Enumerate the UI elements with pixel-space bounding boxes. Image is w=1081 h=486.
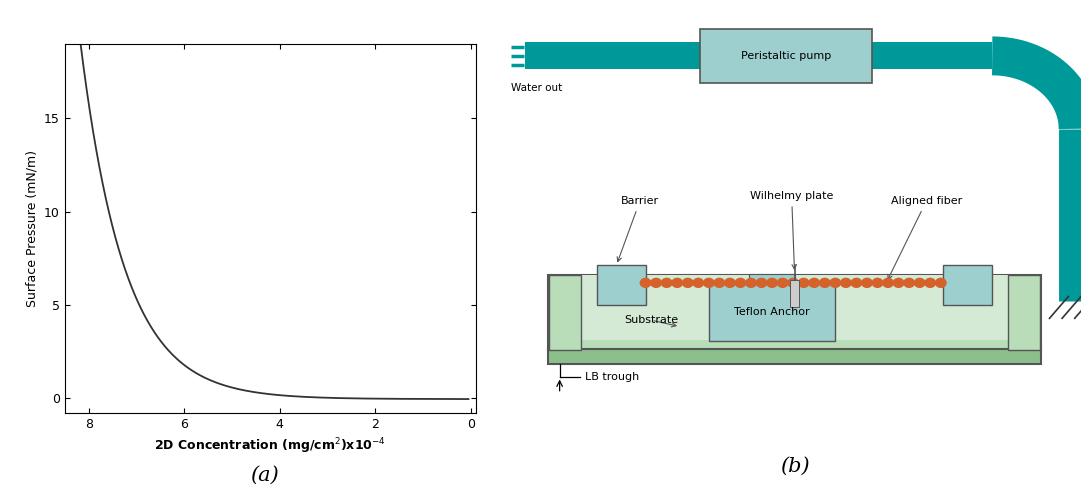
Circle shape — [735, 278, 746, 287]
Circle shape — [662, 278, 672, 287]
Bar — [709, 283, 835, 341]
Circle shape — [682, 278, 693, 287]
Text: (a): (a) — [251, 466, 279, 485]
Text: Wilhelmy plate: Wilhelmy plate — [750, 191, 833, 269]
Text: Teflon Anchor: Teflon Anchor — [734, 307, 810, 317]
Bar — [549, 275, 580, 350]
X-axis label: 2D Concentration (mg/cm$^2$)x10$^{-4}$: 2D Concentration (mg/cm$^2$)x10$^{-4}$ — [155, 436, 386, 456]
Bar — [1009, 275, 1040, 350]
Bar — [790, 280, 799, 307]
Circle shape — [935, 278, 946, 287]
Y-axis label: Surface Pressure (mN/m): Surface Pressure (mN/m) — [26, 150, 39, 307]
Circle shape — [830, 278, 841, 287]
Circle shape — [904, 278, 915, 287]
Circle shape — [746, 278, 757, 287]
Bar — [574, 275, 1015, 340]
Circle shape — [925, 278, 935, 287]
Text: LB trough: LB trough — [586, 372, 640, 382]
Circle shape — [788, 278, 799, 287]
Circle shape — [862, 278, 872, 287]
Circle shape — [766, 278, 777, 287]
Bar — [597, 265, 645, 305]
Circle shape — [809, 278, 819, 287]
Bar — [944, 265, 992, 305]
Circle shape — [851, 278, 862, 287]
Circle shape — [651, 278, 662, 287]
Circle shape — [819, 278, 830, 287]
Bar — [548, 349, 1041, 364]
Text: Barrier: Barrier — [617, 196, 659, 261]
Bar — [525, 42, 703, 69]
Circle shape — [841, 278, 851, 287]
Circle shape — [915, 278, 925, 287]
Text: Water out: Water out — [511, 83, 562, 93]
Circle shape — [893, 278, 904, 287]
Circle shape — [757, 278, 766, 287]
Text: (b): (b) — [779, 457, 810, 476]
Circle shape — [640, 278, 651, 287]
Circle shape — [799, 278, 809, 287]
Circle shape — [777, 278, 788, 287]
Text: Substrate: Substrate — [624, 315, 679, 327]
Text: Aligned fiber: Aligned fiber — [888, 196, 962, 279]
Circle shape — [715, 278, 724, 287]
Circle shape — [704, 278, 715, 287]
Circle shape — [724, 278, 735, 287]
FancyBboxPatch shape — [700, 29, 872, 83]
Text: Peristaltic pump: Peristaltic pump — [740, 51, 831, 61]
Circle shape — [883, 278, 893, 287]
Bar — [749, 274, 795, 283]
Bar — [869, 42, 992, 69]
Circle shape — [672, 278, 682, 287]
Circle shape — [693, 278, 704, 287]
Circle shape — [872, 278, 883, 287]
Bar — [548, 275, 1041, 350]
